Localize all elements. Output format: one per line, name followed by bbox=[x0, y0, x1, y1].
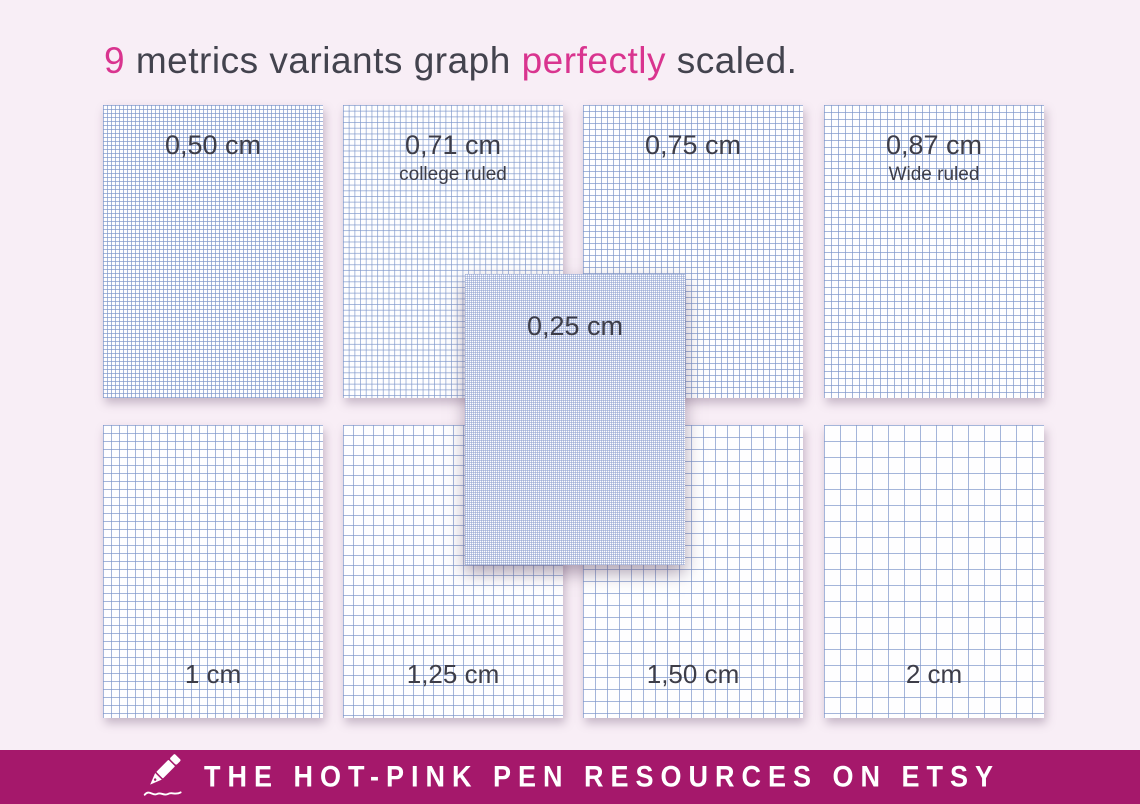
graph-sheet-1cm: 1 cm bbox=[103, 425, 323, 718]
sheet-label: 1,25 cm bbox=[406, 659, 500, 689]
sheet-label: 1,50 cm bbox=[646, 659, 740, 689]
title-text-1: metrics variants graph bbox=[125, 40, 522, 81]
sheet-label: 0,87 cm Wide ruled bbox=[824, 105, 1044, 186]
title-accent-perfectly: perfectly bbox=[521, 40, 666, 81]
sheet-label: 0,50 cm bbox=[164, 130, 262, 160]
title-accent-9: 9 bbox=[104, 40, 126, 81]
page-title: 9 metrics variants graph perfectly scale… bbox=[104, 40, 797, 82]
sheet-label: 0,75 cm bbox=[644, 130, 742, 160]
footer-banner: THE HOT-PINK PEN RESOURCES ON ETSY bbox=[0, 750, 1140, 804]
banner-text: THE HOT-PINK PEN RESOURCES ON ETSY bbox=[203, 760, 1001, 793]
graph-sheet-075cm: 0,75 cm bbox=[583, 105, 803, 398]
sheet-label: 0,71 cm college ruled bbox=[343, 105, 563, 186]
title-text-2: scaled. bbox=[665, 40, 798, 81]
graph-sheet-025cm-overlay: 0,25 cm bbox=[465, 274, 685, 565]
sheet-label: 0,25 cm bbox=[526, 311, 624, 341]
graph-sheet-050cm: 0,50 cm bbox=[103, 105, 323, 398]
graph-sheet-071cm: 0,71 cm college ruled bbox=[343, 105, 563, 398]
graph-sheet-2cm: 2 cm bbox=[824, 425, 1044, 718]
sheet-label: 2 cm bbox=[905, 659, 963, 689]
sheet-label: 1 cm bbox=[184, 659, 242, 689]
sheet-sublabel: Wide ruled bbox=[888, 163, 980, 185]
sheet-sublabel: college ruled bbox=[399, 163, 507, 185]
graph-sheet-087cm: 0,87 cm Wide ruled bbox=[824, 105, 1044, 398]
pen-icon bbox=[140, 751, 190, 801]
